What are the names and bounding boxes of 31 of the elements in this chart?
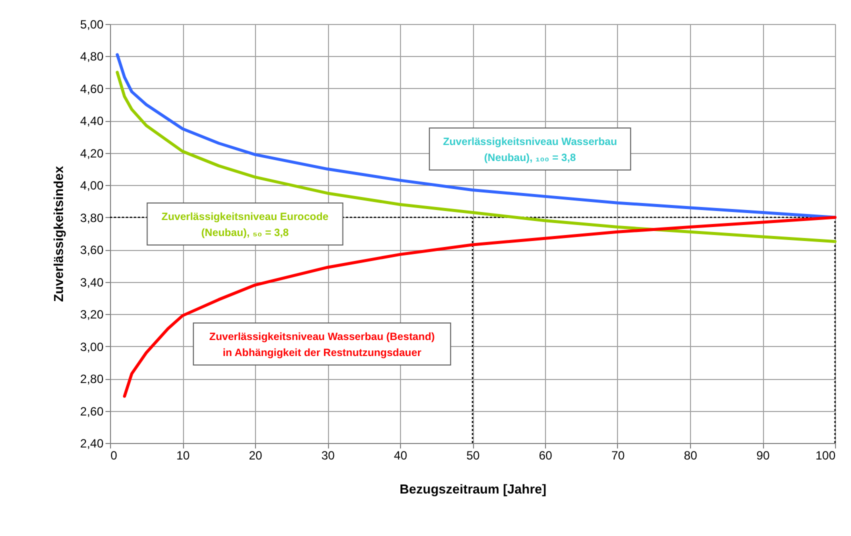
x-tick-label: 50 [466, 448, 480, 462]
y-tick-label: 4,40 [80, 114, 104, 128]
x-tick-label: 20 [248, 448, 262, 462]
y-tick-label: 4,20 [80, 146, 104, 160]
x-axis-title: Bezugszeitraum [Jahre] [400, 482, 546, 496]
annotation: Zuverlässigkeitsniveau Wasserbau (Neubau), ₁₀₀ = 3,8 [442, 136, 618, 164]
x-tick-label: 0 [110, 448, 118, 462]
y-tick-label: 3,80 [80, 210, 104, 225]
x-tick-label: 60 [538, 448, 552, 462]
x-tick-label: 90 [756, 448, 770, 462]
y-tick-label: 3,60 [80, 243, 104, 258]
annotation: Zuverlässigkeitsniveau Wasserbau (Bestand) in Abhängigkeit der Restnutzungsdauer [209, 331, 435, 359]
y-axis-title: Zuverlässigkeitsindex [51, 165, 66, 302]
y-tick-label: 2,80 [80, 372, 104, 386]
y-tick-label: 4,60 [80, 82, 104, 96]
annotation: Zuverlässigkeitsniveau Eurocode (Neubau), ₅₀ = 3,8 [162, 211, 329, 239]
x-tick-label: 30 [321, 448, 335, 462]
y-tick-label: 4,80 [80, 50, 104, 64]
y-tick-label: 4,00 [80, 178, 104, 193]
y-tick-label: 2,60 [80, 404, 104, 418]
y-tick-label: 3,00 [80, 340, 104, 354]
x-tick-label: 100 [815, 448, 836, 462]
x-tick-label: 40 [394, 448, 408, 462]
y-tick-label: 3,20 [80, 308, 104, 322]
y-tick-label: 3,40 [80, 275, 104, 290]
x-tick-label: 80 [684, 448, 698, 462]
x-tick-label: 10 [176, 448, 190, 462]
line-series [116, 70, 836, 244]
y-tick-label: 2,40 [80, 436, 104, 450]
y-tick-label: 5,00 [80, 18, 104, 32]
x-tick-label: 70 [611, 448, 625, 462]
